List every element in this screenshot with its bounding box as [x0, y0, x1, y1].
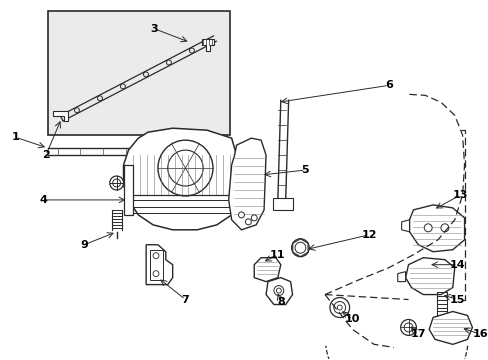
Circle shape	[158, 140, 213, 196]
Text: 12: 12	[361, 230, 376, 240]
Circle shape	[424, 224, 431, 232]
Polygon shape	[401, 220, 408, 232]
Text: 1: 1	[12, 132, 19, 142]
Text: 11: 11	[269, 250, 285, 260]
Text: 7: 7	[181, 294, 189, 305]
Circle shape	[440, 224, 448, 232]
Circle shape	[110, 176, 123, 190]
Text: 2: 2	[42, 150, 50, 160]
Polygon shape	[397, 272, 405, 282]
Circle shape	[238, 212, 244, 218]
Polygon shape	[428, 311, 471, 345]
Text: 15: 15	[449, 294, 465, 305]
Text: 5: 5	[301, 165, 308, 175]
Circle shape	[291, 239, 308, 257]
Polygon shape	[123, 165, 133, 215]
Circle shape	[153, 271, 159, 276]
Text: 10: 10	[344, 314, 360, 324]
Polygon shape	[272, 198, 292, 210]
Text: 6: 6	[384, 80, 392, 90]
Text: 3: 3	[150, 24, 158, 33]
Polygon shape	[254, 258, 280, 282]
Polygon shape	[202, 39, 214, 50]
Circle shape	[436, 318, 446, 328]
Circle shape	[251, 215, 257, 221]
Circle shape	[333, 302, 345, 314]
Circle shape	[337, 305, 342, 310]
Circle shape	[245, 219, 251, 225]
Text: 16: 16	[471, 329, 487, 339]
Polygon shape	[146, 245, 172, 285]
Text: 8: 8	[276, 297, 284, 306]
Circle shape	[273, 285, 283, 296]
Polygon shape	[265, 278, 292, 305]
Bar	[48, 11, 229, 135]
Circle shape	[113, 179, 121, 187]
Text: 9: 9	[80, 240, 88, 250]
Circle shape	[400, 319, 416, 336]
Circle shape	[294, 242, 305, 253]
Polygon shape	[53, 111, 67, 121]
Text: 13: 13	[452, 190, 468, 200]
Circle shape	[167, 150, 203, 186]
Polygon shape	[408, 205, 464, 252]
Polygon shape	[123, 128, 236, 230]
Text: 17: 17	[410, 329, 425, 339]
Circle shape	[329, 298, 349, 318]
Polygon shape	[228, 138, 265, 230]
Circle shape	[153, 253, 159, 259]
Text: 14: 14	[449, 260, 465, 270]
Polygon shape	[405, 258, 454, 294]
Circle shape	[276, 288, 281, 293]
Circle shape	[403, 323, 412, 332]
Text: 4: 4	[39, 195, 47, 205]
